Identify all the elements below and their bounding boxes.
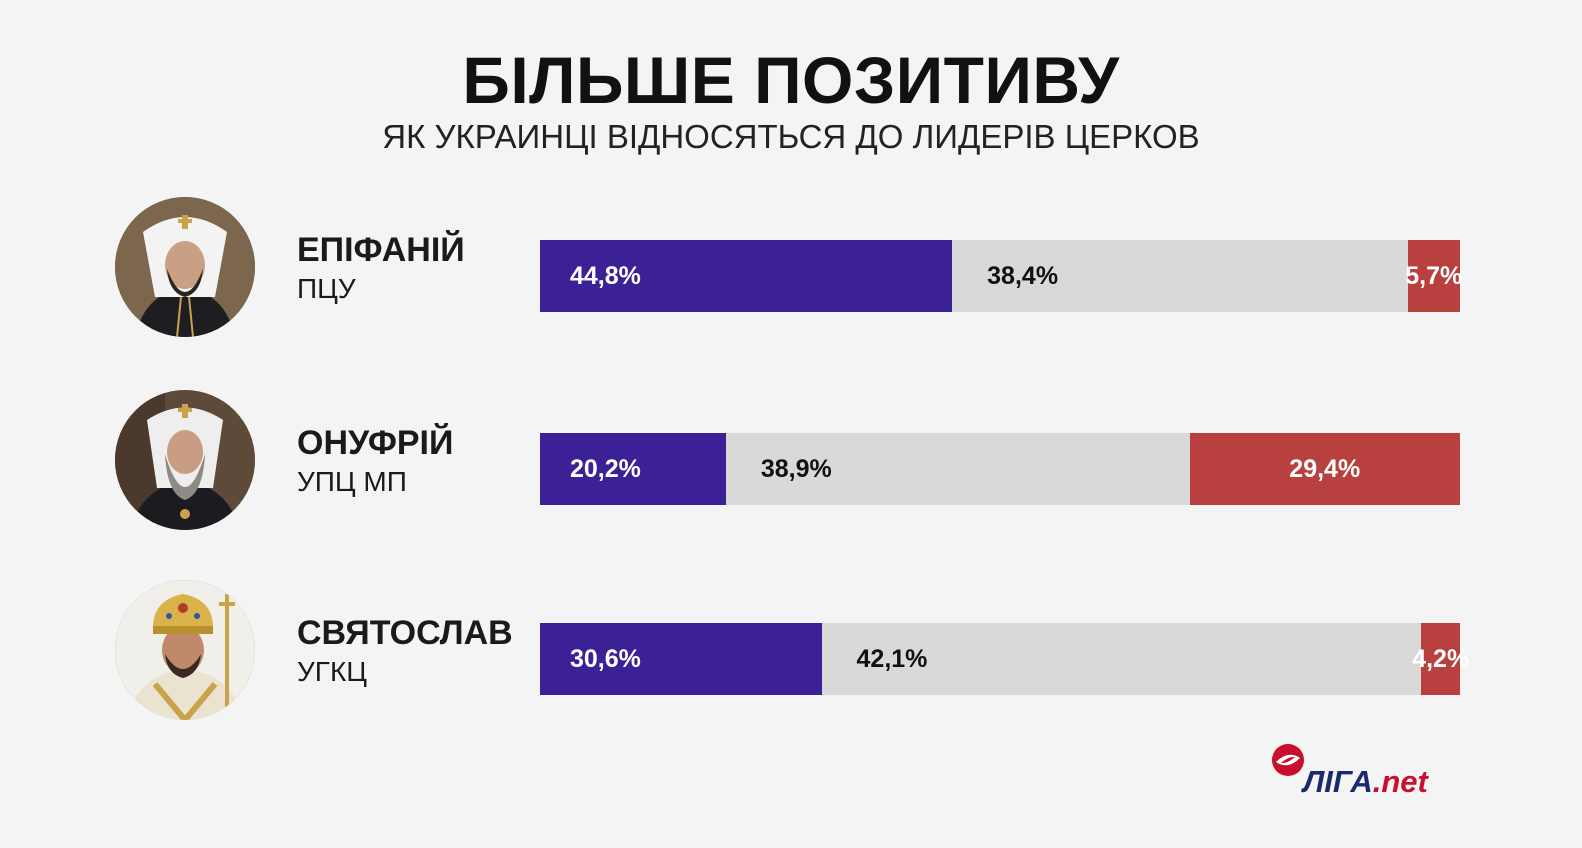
logo-text: ЛІГА.net: [1303, 764, 1428, 800]
logo-text-suffix: .net: [1372, 764, 1428, 799]
bar-segment-negative: 29,4%: [1189, 433, 1460, 505]
bar-segment-negative: 5,7%: [1405, 240, 1463, 312]
leader-row: СВЯТОСЛАВ УГКЦ 30,6% 42,1% 4,2%: [0, 580, 1582, 725]
liga-net-logo-icon: [1272, 744, 1304, 776]
bar-segment-positive: 20,2%: [540, 433, 726, 505]
stacked-bar: 44,8% 38,4% 5,7%: [540, 240, 1463, 312]
stacked-bar: 30,6% 42,1% 4,2%: [540, 623, 1469, 695]
logo-text-main: ЛІГА: [1303, 764, 1373, 799]
segment-label: 4,2%: [1412, 644, 1470, 673]
bar-segment-neutral: 42,1%: [821, 623, 1422, 695]
stacked-bar: 20,2% 38,9% 29,4%: [540, 433, 1460, 505]
segment-label: 38,9%: [760, 454, 832, 483]
leader-name: ЕПІФАНІЙ: [297, 231, 465, 269]
leader-church: УГКЦ: [297, 656, 367, 687]
liga-net-logo: ЛІГА.net: [1270, 742, 1470, 802]
leader-row: ЕПІФАНІЙ ПЦУ 44,8% 38,4% 5,7%: [0, 197, 1582, 342]
bar-segment-neutral: 38,4%: [952, 240, 1408, 312]
segment-label: 29,4%: [1289, 454, 1361, 483]
leader-church: УПЦ МП: [297, 466, 407, 497]
bishop-white-hood-grey-beard-portrait-icon: [115, 390, 255, 530]
leader-name: ОНУФРІЙ: [297, 424, 454, 462]
segment-label: 30,6%: [570, 644, 641, 673]
bar-segment-neutral: 38,9%: [725, 433, 1190, 505]
bar-segment-negative: 4,2%: [1412, 623, 1469, 695]
segment-label: 20,2%: [570, 454, 641, 483]
leader-church: ПЦУ: [297, 273, 356, 304]
bar-segment-positive: 30,6%: [540, 623, 822, 695]
segment-label: 38,4%: [987, 261, 1059, 290]
chart-title: БІЛЬШЕ ПОЗИТИВУ: [462, 43, 1120, 117]
segment-label: 42,1%: [856, 644, 928, 673]
bishop-white-hood-portrait-icon: [115, 197, 255, 337]
leader-row: ОНУФРІЙ УПЦ МП 20,2% 38,9% 29,4%: [0, 390, 1582, 535]
segment-label: 5,7%: [1405, 261, 1463, 290]
archbishop-gold-mitre-portrait-icon: [115, 580, 255, 720]
leader-name: СВЯТОСЛАВ: [297, 614, 513, 652]
bar-segment-positive: 44,8%: [540, 240, 953, 312]
segment-label: 44,8%: [570, 261, 641, 290]
chart-subtitle: ЯК УКРАИНЦІ ВІДНОСЯТЬСЯ ДО ЛИДЕРІВ ЦЕРКО…: [382, 118, 1200, 155]
